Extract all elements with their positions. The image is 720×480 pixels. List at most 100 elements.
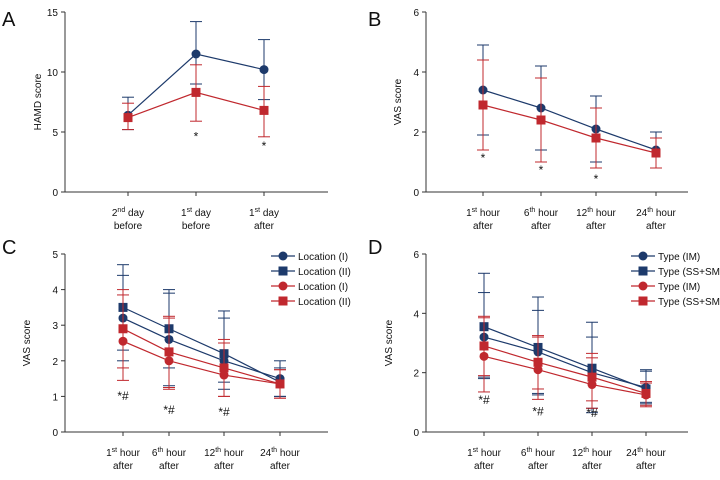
series-line [483,336,647,389]
x-tick-label: 1st hour [106,447,140,459]
data-point [591,133,601,143]
x-tick-label: 12th hour [204,447,244,459]
series-line [482,104,657,154]
x-tick-label: after [113,461,134,472]
legend-marker [638,296,648,306]
significance-marker: *# [532,405,544,419]
data-point [641,388,651,398]
y-tick-label: 4 [413,68,419,79]
y-tick-label: 0 [52,428,58,439]
x-tick-label: after [646,221,667,232]
panel-c: C 0 1 2 3 4 5 VAS score 1st hour after 6th hour aft… [2,237,351,472]
y-tick-label: 3 [52,321,58,332]
y-tick-label: 6 [413,8,419,19]
legend-label: Location (II) [298,267,351,278]
legend-label: Location (II) [298,297,351,308]
y-tick-label: 4 [413,309,419,320]
data-point [536,115,546,125]
series-line [122,328,281,385]
panel-label: B [368,9,381,31]
data-point [479,341,489,351]
data-point [123,113,133,123]
y-tick-label: 6 [413,250,419,261]
y-tick-label: 2 [52,357,58,368]
y-tick-label: 15 [47,8,59,19]
significance-marker: * [194,129,199,143]
x-tick-label: after [159,461,180,472]
significance-marker: *# [218,405,230,419]
x-tick-label: after [254,221,275,232]
panel-label: D [368,237,382,259]
series-line [122,340,281,385]
data-point [191,49,201,59]
data-point [651,148,661,158]
y-tick-label: 10 [47,68,59,79]
x-tick-label: 24th hour [626,447,666,459]
y-tick-label: 4 [52,286,58,297]
significance-marker: * [539,163,544,177]
legend-label: Type (IM) [658,252,700,263]
legend-marker [638,281,648,291]
panel-d: D 0 2 4 6 VAS score 1st hour after 6th hour after… [368,237,720,472]
y-axis-title: VAS score [393,78,404,125]
significance-marker: * [594,172,599,186]
legend-label: Type (IM) [658,282,700,293]
series-line [483,345,647,395]
data-point [587,372,597,382]
x-tick-label: 6th hour [524,207,559,219]
y-tick-label: 5 [52,128,58,139]
x-tick-label: after [473,221,494,232]
x-tick-label: 1st hour [466,207,500,219]
y-tick-label: 0 [413,428,419,439]
legend-label: Type (SS+SM) [658,267,720,278]
y-tick-label: 0 [52,188,58,199]
series-line [483,326,647,390]
panel-label: C [2,237,16,259]
legend-marker [278,251,288,261]
x-tick-label: 12th hour [576,207,616,219]
data-point [259,105,269,115]
x-tick-label: after [270,461,291,472]
significance-marker: *# [163,403,175,417]
x-tick-label: 1st day [181,207,211,219]
significance-marker: *# [117,389,129,403]
legend-marker [278,281,288,291]
data-point [118,324,128,334]
panel-a: A 0 5 10 15 HAMD score 2nd day before 1st day bef… [2,8,328,232]
x-tick-label: 2nd day [112,207,144,219]
series-line [482,89,657,151]
series-line [483,355,647,396]
x-tick-label: before [114,221,143,232]
x-tick-label: 24th hour [636,207,676,219]
panel-b: B 0 2 4 6 VAS score 1st hour after 6th hour after… [368,8,688,232]
data-point [219,363,229,373]
legend-label: Type (SS+SM) [658,297,720,308]
y-axis-title: VAS score [384,319,395,366]
data-point [191,87,201,97]
x-tick-label: 24th hour [260,447,300,459]
significance-marker: *# [586,406,598,420]
significance-marker: * [262,139,267,153]
panel-label: A [2,9,16,31]
legend-marker [638,251,648,261]
legend-label: Location (I) [298,282,348,293]
legend-marker [638,266,648,276]
x-tick-label: after [214,461,235,472]
series-line [122,306,281,383]
x-tick-label: after [528,461,549,472]
y-axis-title: VAS score [22,319,33,366]
legend-label: Location (I) [298,252,348,263]
legend-marker [278,266,288,276]
x-tick-label: 6th hour [152,447,187,459]
x-tick-label: 12th hour [572,447,612,459]
x-tick-label: after [586,221,607,232]
y-tick-label: 2 [413,369,419,380]
x-tick-label: 1st hour [467,447,501,459]
data-point [533,357,543,367]
x-tick-label: 6th hour [521,447,556,459]
y-tick-label: 5 [52,250,58,261]
data-point [259,65,269,75]
data-point [164,347,174,357]
legend-marker [278,296,288,306]
